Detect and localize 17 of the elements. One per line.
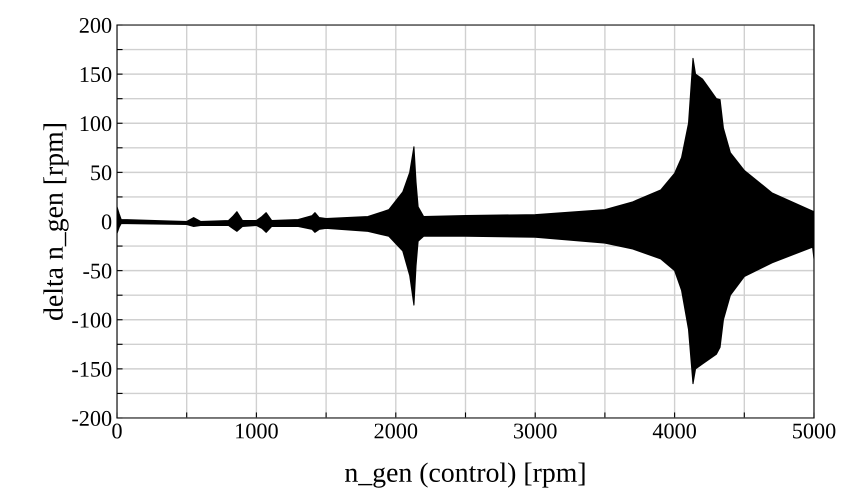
- y-tick-label: 50: [91, 165, 112, 180]
- y-tick-label: 0: [102, 214, 112, 230]
- y-tick-label: -100: [72, 312, 112, 328]
- y-tick-label: -50: [83, 264, 112, 279]
- x-tick-label: 3000: [514, 424, 557, 438]
- y-tick-label: 100: [80, 116, 112, 132]
- x-axis-title: n_gen (control) [rpm]: [345, 462, 585, 488]
- y-tick-label: 200: [80, 18, 112, 33]
- y-tick-label: -200: [72, 410, 112, 426]
- y-tick-label: 150: [80, 67, 112, 82]
- x-tick-label: 1000: [236, 424, 278, 438]
- y-axis-title: delta n_gen [rpm]: [43, 124, 69, 320]
- x-tick-label: 0: [112, 424, 122, 438]
- x-tick-label: 5000: [793, 424, 836, 438]
- y-tick-label: -150: [72, 362, 112, 377]
- x-tick-label: 2000: [374, 424, 418, 438]
- x-tick-label: 4000: [652, 424, 696, 438]
